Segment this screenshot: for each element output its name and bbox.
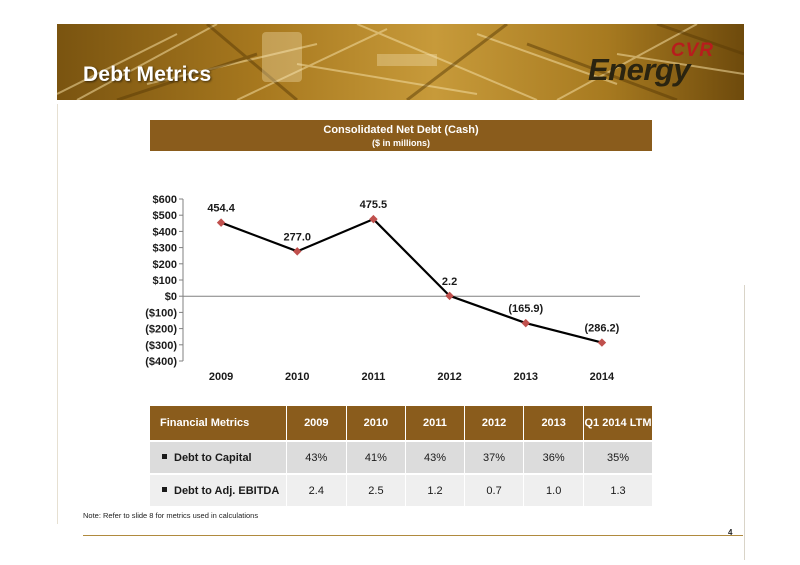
y-tick-label: $200 — [153, 259, 177, 271]
series-line — [220, 217, 603, 344]
table-header-cell: 2010 — [346, 406, 407, 441]
data-point-marker — [293, 247, 302, 256]
data-point-marker — [445, 291, 454, 301]
x-tick-label: 2013 — [514, 371, 538, 383]
industrial-background-image — [57, 24, 744, 100]
table-cell: 1.0 — [523, 473, 584, 506]
y-tick-label: $600 — [153, 194, 177, 206]
logo-cvr-text: CVR — [670, 40, 714, 61]
data-label: 2.2 — [442, 276, 457, 288]
y-tick-label: $500 — [153, 210, 177, 222]
footnote: Note: Refer to slide 8 for metrics used … — [83, 511, 259, 520]
page-number: 4 — [728, 528, 733, 537]
table-header-cell: Financial Metrics — [150, 406, 287, 441]
data-label: 475.5 — [360, 199, 388, 211]
data-label: 277.0 — [283, 231, 311, 243]
left-divider — [57, 104, 58, 524]
y-tick-label: ($200) — [145, 324, 177, 336]
table-cell: 2.4 — [286, 473, 347, 506]
chart-title-banner: Consolidated Net Debt (Cash) ($ in milli… — [150, 120, 652, 151]
data-label: (286.2) — [584, 323, 619, 335]
table-header-cell: 2013 — [523, 406, 584, 441]
table-cell: 43% — [405, 440, 465, 474]
y-tick-label: $100 — [153, 275, 177, 287]
x-tick-label: 2010 — [285, 371, 309, 383]
page-title: Debt Metrics — [83, 63, 212, 86]
bullet-icon — [162, 454, 167, 460]
y-tick-label: $0 — [165, 291, 177, 303]
y-tick-label: $400 — [153, 226, 177, 238]
table-header-cell: 2012 — [464, 406, 525, 441]
table-cell: 36% — [523, 440, 584, 474]
table-row: Debt to Capital 43% 41% 43% 37% 36% 35% — [150, 440, 652, 474]
table-header-row: Financial Metrics 2009 2010 2011 2012 20… — [150, 406, 652, 441]
footer-divider — [83, 535, 743, 536]
y-tick-label: ($100) — [145, 307, 177, 319]
table-header-cell: 2011 — [405, 406, 465, 441]
table-row: Debt to Adj. EBITDA 2.4 2.5 1.2 0.7 1.0 … — [150, 473, 652, 506]
table-header-cell: Q1 2014 LTM — [583, 406, 652, 441]
table-cell: 41% — [346, 440, 407, 474]
x-tick-label: 2009 — [209, 371, 233, 383]
company-logo: CVR Energy — [588, 40, 728, 90]
table-cell: 43% — [286, 440, 347, 474]
right-divider — [744, 285, 745, 560]
x-tick-label: 2014 — [590, 371, 615, 383]
data-point-marker — [521, 318, 530, 328]
row-label-cell: Debt to Capital — [150, 440, 287, 474]
row-label: Debt to Adj. EBITDA — [174, 484, 280, 497]
table-header-cell: 2009 — [286, 406, 347, 441]
chart-subtitle: ($ in millions) — [371, 138, 430, 148]
table-cell: 1.3 — [583, 473, 652, 506]
table-cell: 37% — [464, 440, 525, 474]
table-cell: 0.7 — [464, 473, 525, 506]
chart-title: Consolidated Net Debt (Cash) — [323, 124, 479, 136]
y-tick-label: ($400) — [145, 356, 177, 368]
data-label: (165.9) — [508, 303, 543, 315]
y-tick-label: $300 — [153, 243, 177, 255]
logo-energy-text: Energy — [588, 52, 691, 87]
data-label: 454.4 — [207, 203, 235, 215]
table-cell: 2.5 — [346, 473, 407, 506]
header-banner — [57, 24, 744, 100]
table-cell: 1.2 — [405, 473, 465, 506]
table-cell: 35% — [583, 440, 652, 474]
bullet-icon — [162, 487, 167, 493]
row-label-cell: Debt to Adj. EBITDA — [150, 473, 287, 506]
row-label: Debt to Capital — [174, 451, 252, 464]
data-point-marker — [216, 218, 226, 227]
data-point-marker — [369, 214, 378, 224]
x-tick-label: 2011 — [361, 371, 385, 383]
y-tick-label: ($300) — [145, 340, 177, 352]
x-tick-label: 2012 — [437, 371, 461, 383]
data-point-marker — [597, 338, 607, 347]
financial-metrics-table: Financial Metrics 2009 2010 2011 2012 20… — [150, 406, 652, 506]
net-debt-line-chart: $600 $500 $400 $300 $200 $100 $0 ($100) ($200) ($… — [145, 194, 640, 383]
